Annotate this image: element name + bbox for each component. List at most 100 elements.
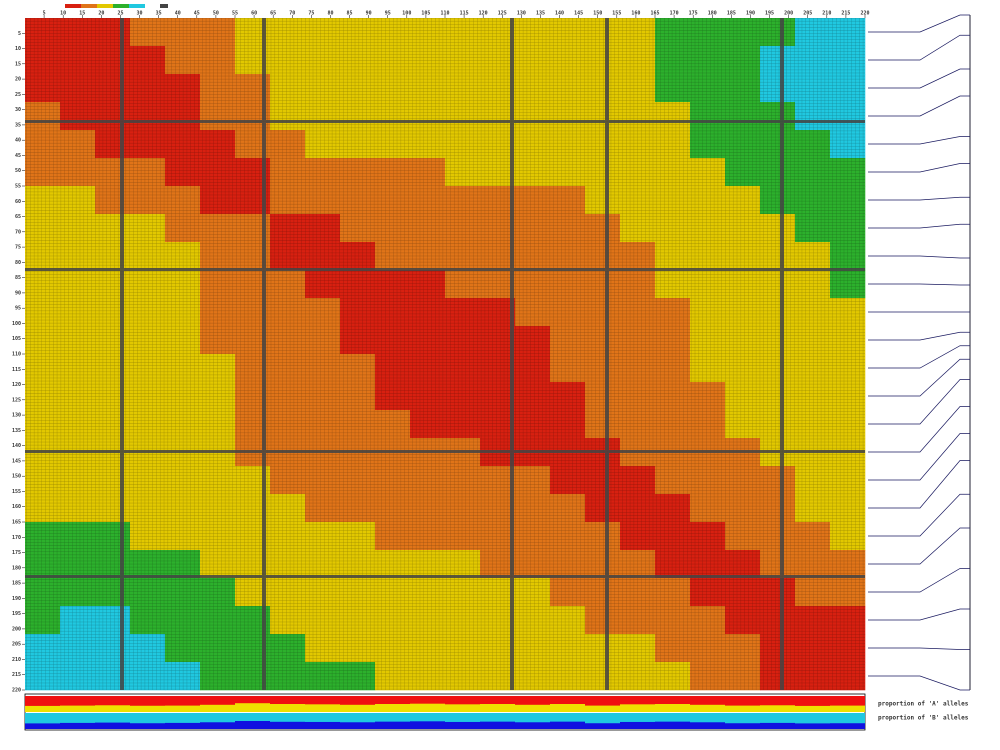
allele-a-bar xyxy=(725,696,760,706)
x-tick-label: 30 xyxy=(137,11,143,17)
x-tick-label: 165 xyxy=(650,11,659,17)
allele-b-bar xyxy=(655,721,690,729)
x-tick-label: 180 xyxy=(708,11,717,17)
x-tick-label: 200 xyxy=(784,11,793,17)
allele-b-bar xyxy=(200,722,235,729)
allele-a-bar xyxy=(410,696,445,704)
y-tick-label: 10 xyxy=(15,46,21,52)
x-tick-label: 185 xyxy=(727,11,736,17)
allele-a-bar xyxy=(270,696,305,704)
x-tick-label: 70 xyxy=(289,11,295,17)
map-link xyxy=(868,568,970,593)
y-tick-label: 30 xyxy=(15,107,21,113)
y-tick-label: 100 xyxy=(12,321,21,327)
allele-a-bar xyxy=(760,696,795,706)
y-tick-label: 55 xyxy=(15,184,21,190)
x-tick-label: 15 xyxy=(79,11,85,17)
x-tick-label: 85 xyxy=(347,11,353,17)
map-link xyxy=(868,358,970,397)
allele-a-bar xyxy=(515,696,550,705)
y-tick-label: 40 xyxy=(15,138,21,144)
y-tick-label: 80 xyxy=(15,260,21,266)
x-tick-label: 35 xyxy=(156,11,162,17)
y-tick-label: 140 xyxy=(12,443,21,449)
map-link xyxy=(868,68,970,89)
allele-b-bar xyxy=(760,722,795,729)
allele-b-bar xyxy=(620,721,655,729)
map-link xyxy=(868,379,970,425)
allele-a-bar xyxy=(235,696,270,704)
y-tick-label: 45 xyxy=(15,153,21,159)
y-tick-label: 170 xyxy=(12,535,21,541)
x-tick-label: 65 xyxy=(270,11,276,17)
allele-a-bar xyxy=(830,696,865,706)
allele-b-bar xyxy=(235,721,270,729)
map-link xyxy=(868,406,970,453)
x-tick-label: 125 xyxy=(498,11,507,17)
x-tick-label: 5 xyxy=(43,11,46,17)
map-link xyxy=(868,14,970,33)
allele-a-bar xyxy=(25,696,60,706)
allele-a-bar xyxy=(585,696,620,706)
allele-b-bar xyxy=(480,721,515,729)
x-tick-label: 205 xyxy=(803,11,812,17)
allele-b-bar xyxy=(340,722,375,729)
y-tick-label: 155 xyxy=(12,489,21,495)
y-tick-label: 150 xyxy=(12,474,21,480)
x-tick-label: 45 xyxy=(194,11,200,17)
x-tick-label: 25 xyxy=(117,11,123,17)
y-tick-label: 135 xyxy=(12,428,21,434)
map-link xyxy=(868,493,970,537)
allele-a-bar xyxy=(795,696,830,706)
map-link xyxy=(868,433,970,481)
map-link xyxy=(868,255,970,259)
x-tick-label: 210 xyxy=(822,11,831,17)
allele-a-bar xyxy=(480,696,515,704)
x-tick-label: 130 xyxy=(517,11,526,17)
allele-b-bar xyxy=(515,722,550,729)
allele-a-bar xyxy=(620,696,655,705)
x-tick-label: 95 xyxy=(385,11,391,17)
map-link xyxy=(868,95,970,117)
map-link xyxy=(868,331,970,341)
y-tick-label: 175 xyxy=(12,550,21,556)
x-tick-label: 110 xyxy=(440,11,449,17)
x-tick-label: 20 xyxy=(98,11,104,17)
x-tick-label: 140 xyxy=(555,11,564,17)
allele-a-bar xyxy=(445,696,480,705)
label-b: proportion of 'B' alleles xyxy=(878,715,969,722)
map-link xyxy=(868,283,970,286)
x-tick-label: 220 xyxy=(860,11,869,17)
x-tick-label: 175 xyxy=(689,11,698,17)
x-tick-label: 160 xyxy=(631,11,640,17)
allele-a-bar xyxy=(200,696,235,705)
x-tick-label: 190 xyxy=(746,11,755,17)
allele-b-bar xyxy=(725,723,760,729)
y-tick-label: 50 xyxy=(15,168,21,174)
y-tick-label: 190 xyxy=(12,596,21,602)
cell-grid xyxy=(25,18,865,690)
map-link xyxy=(868,34,970,61)
allele-a-bar xyxy=(550,696,585,704)
map-link xyxy=(868,608,970,621)
map-link xyxy=(868,675,970,691)
allele-a-bar xyxy=(305,696,340,705)
allele-b-bar xyxy=(130,723,165,729)
y-tick-label: 90 xyxy=(15,290,21,296)
x-tick-label: 120 xyxy=(479,11,488,17)
y-tick-label: 65 xyxy=(15,214,21,220)
allele-b-bar xyxy=(375,721,410,729)
y-tick-label: 145 xyxy=(12,458,21,464)
y-tick-label: 200 xyxy=(12,626,21,632)
x-tick-label: 145 xyxy=(574,11,583,17)
x-tick-label: 195 xyxy=(765,11,774,17)
y-tick-label: 130 xyxy=(12,413,21,419)
y-tick-label: 60 xyxy=(15,199,21,205)
y-tick-label: 110 xyxy=(12,352,21,358)
x-tick-label: 10 xyxy=(60,11,66,17)
x-tick-label: 90 xyxy=(366,11,372,17)
y-tick-label: 165 xyxy=(12,520,21,526)
y-tick-label: 210 xyxy=(12,657,21,663)
allele-a-bar xyxy=(130,696,165,706)
